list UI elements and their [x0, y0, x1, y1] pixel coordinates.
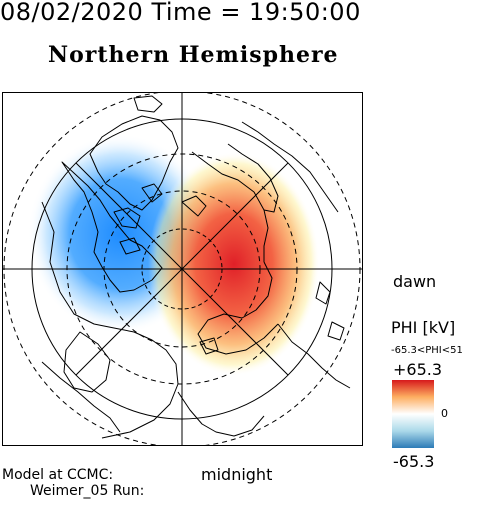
hudson-bay [63, 331, 111, 393]
canada-islands [113, 183, 163, 255]
colorbar-title: PHI [kV] [391, 318, 456, 337]
europe-coast [241, 121, 339, 213]
siberia-coast [197, 261, 279, 355]
colorbar-range: -65.3<PHI<51 [391, 345, 463, 356]
colorbar-gradient [392, 380, 434, 448]
arctic-islands [181, 195, 219, 355]
west-coast [41, 361, 121, 433]
scandinavia [227, 143, 279, 213]
midnight-label: midnight [201, 465, 273, 484]
greenland-coast [89, 115, 179, 211]
alaska-coast [177, 391, 265, 437]
colorbar-zero-label: 0 [441, 407, 448, 420]
canada-arctic-coast [61, 161, 163, 293]
dawn-label: dawn [393, 272, 437, 291]
hemisphere-title: Northern Hemisphere [48, 42, 339, 68]
model-line-1: Model at CCMC: [2, 467, 114, 483]
eurasia-coast [191, 151, 269, 262]
date-time-title: 08/02/2020 Time = 19:50:00 [0, 0, 361, 26]
positive-potential-cell [148, 152, 320, 376]
east-siberia [277, 323, 351, 389]
coastlines [41, 95, 351, 439]
colorbar [392, 380, 434, 448]
east-coast-islands [315, 281, 345, 341]
model-line-2: Weimer_05 Run: [30, 483, 145, 499]
polar-map [2, 92, 363, 446]
meridian-diagonal-2 [75, 162, 289, 376]
iceland [133, 95, 163, 113]
colorbar-max-label: +65.3 [393, 360, 443, 379]
north-america-mainland [41, 201, 179, 439]
colorbar-min-label: -65.3 [393, 452, 435, 471]
